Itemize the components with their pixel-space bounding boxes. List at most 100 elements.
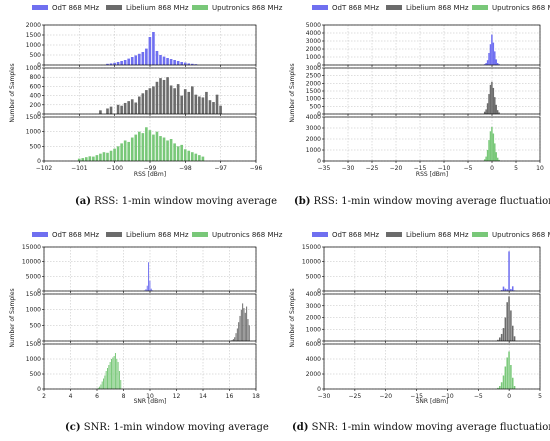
y-tick-label: 5000 xyxy=(306,22,321,29)
bar xyxy=(488,53,490,65)
bar xyxy=(242,303,244,341)
y-tick-label: 1000 xyxy=(306,96,321,103)
y-tick-label: 500 xyxy=(310,103,322,110)
bar xyxy=(141,133,145,161)
bar xyxy=(492,87,495,114)
panel-odt-868-mhz: 0 500 1000 1500 2000 xyxy=(26,22,257,69)
bar xyxy=(152,134,155,161)
x-tick-label: 5 xyxy=(514,165,518,172)
bar xyxy=(99,153,102,161)
y-tick-label: 1000 xyxy=(26,42,41,49)
bar xyxy=(502,286,505,291)
panel-odt-868-mhz: 0 5000 10000 15000 xyxy=(302,244,541,295)
panel-uputronics-868-mhz: 0 2000 4000 6000 xyxy=(306,341,541,393)
y-tick-label: 0 xyxy=(317,62,321,69)
bar xyxy=(162,56,166,65)
panel-frame xyxy=(323,246,541,292)
bar xyxy=(123,140,127,161)
y-tick-label: 4000 xyxy=(306,291,321,298)
y-axis-label: Number of Samples xyxy=(9,63,16,122)
legend-label-odt-868-mhz: OdT 868 MHz xyxy=(52,4,99,12)
y-tick-label: 15000 xyxy=(302,244,321,251)
bar xyxy=(169,139,173,161)
caption-letter: (b) xyxy=(294,196,310,207)
bar xyxy=(108,365,110,389)
x-tick-label: 10 xyxy=(146,393,154,400)
bar xyxy=(497,339,499,341)
bar xyxy=(99,110,102,114)
bar xyxy=(180,144,184,161)
bar xyxy=(486,150,489,161)
panel-odt-868-mhz: 0 5000 10000 15000 xyxy=(22,244,257,295)
y-tick-label: 400 xyxy=(30,93,42,100)
bar xyxy=(486,60,489,65)
panel-libelium-868-mhz: 0 200 400 600 800 1000 xyxy=(26,65,257,118)
y-axis-label: Number of Samples xyxy=(289,63,296,122)
bar xyxy=(113,356,115,389)
bar xyxy=(137,131,141,161)
caption-text: RSS: 1-min window moving average xyxy=(91,196,277,207)
x-tick-label: −100 xyxy=(106,165,123,172)
x-axis-label: SNR [dBm] xyxy=(416,398,449,405)
bar xyxy=(173,60,176,65)
bar xyxy=(496,157,499,161)
bar xyxy=(496,110,499,114)
y-tick-label: 2500 xyxy=(306,73,321,80)
bar xyxy=(201,156,205,161)
bar xyxy=(502,375,505,389)
bar xyxy=(150,288,152,291)
chart-rss-fluctuations: OdT 868 MHz Libelium 868 MHz Uputronics 86… xyxy=(289,4,550,207)
legend-swatch-odt-868-mhz xyxy=(32,232,48,237)
bar xyxy=(180,95,184,114)
bar xyxy=(248,325,250,341)
x-tick-label: 8 xyxy=(122,393,126,400)
bar xyxy=(500,290,503,291)
x-tick-label: 6 xyxy=(95,393,99,400)
bar xyxy=(155,81,159,114)
y-tick-label: 3000 xyxy=(306,65,321,72)
bar xyxy=(130,137,134,161)
bar xyxy=(176,146,180,161)
bar xyxy=(231,340,233,341)
bar xyxy=(148,262,150,291)
x-tick-label: −101 xyxy=(71,165,88,172)
y-tick-label: 10000 xyxy=(22,259,41,266)
bar xyxy=(499,386,501,389)
y-tick-label: 1500 xyxy=(26,291,41,298)
bar xyxy=(219,105,222,114)
bar xyxy=(506,302,508,341)
y-tick-label: 500 xyxy=(30,371,42,378)
bar xyxy=(100,384,102,389)
bar xyxy=(489,44,492,65)
y-axis-label: Number of Samples xyxy=(289,288,296,347)
legend-label-odt-868-mhz: OdT 868 MHz xyxy=(332,231,379,239)
bar xyxy=(173,143,176,161)
bar xyxy=(492,42,495,65)
x-tick-label: −35 xyxy=(318,165,331,172)
legend-swatch-uputronics-868-mhz xyxy=(472,232,488,237)
legend-label-uputronics-868-mhz: Uputronics 868 MHz xyxy=(492,231,550,239)
bar xyxy=(169,59,173,65)
bar xyxy=(106,63,109,65)
chart-caption: (a) RSS: 1-min window moving average xyxy=(75,196,277,207)
bar xyxy=(120,61,123,65)
x-tick-label: −25 xyxy=(366,165,379,172)
bar xyxy=(495,152,497,161)
bar xyxy=(130,57,134,65)
y-tick-label: 15000 xyxy=(22,244,41,251)
bar xyxy=(137,96,141,114)
bar xyxy=(243,308,245,341)
bar xyxy=(510,365,512,389)
bar xyxy=(84,157,88,161)
y-tick-label: 3000 xyxy=(306,38,321,45)
x-tick-label: −25 xyxy=(349,393,362,400)
bar xyxy=(485,63,487,65)
bar xyxy=(110,359,112,389)
bar xyxy=(194,64,198,65)
bar xyxy=(198,155,201,161)
bar xyxy=(504,288,507,291)
bar xyxy=(508,351,510,389)
legend-swatch-uputronics-868-mhz xyxy=(192,232,208,237)
bar xyxy=(495,59,497,65)
bar xyxy=(127,141,131,161)
